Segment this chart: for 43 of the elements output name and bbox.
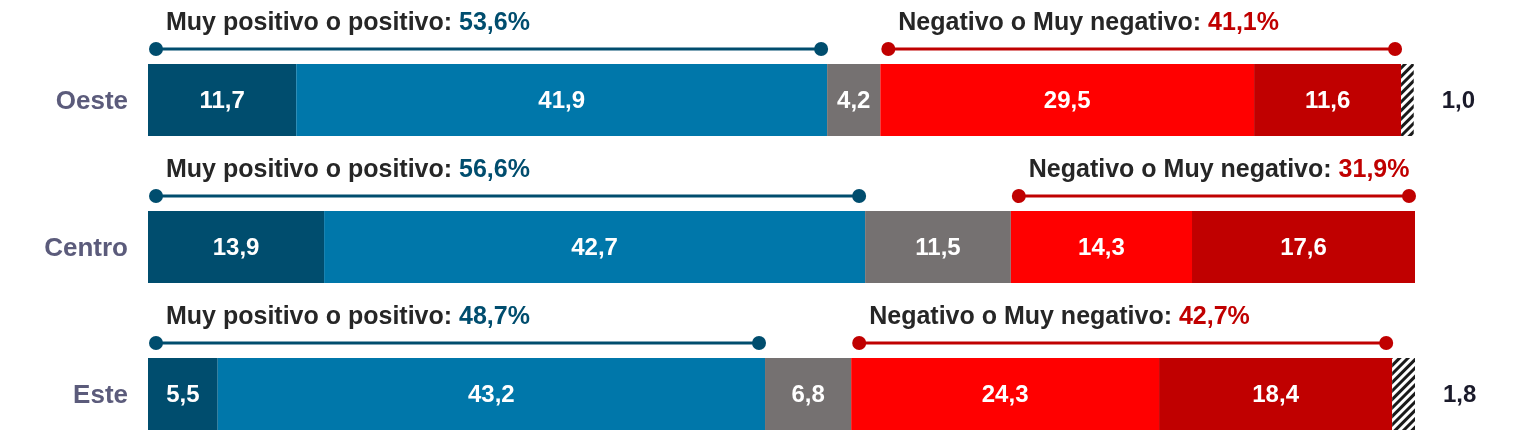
bar <box>865 211 1011 283</box>
bar <box>217 358 766 430</box>
bar <box>296 64 828 136</box>
y-tick-label: Centro <box>44 232 128 262</box>
bar <box>148 211 325 283</box>
data-label: 6,8 <box>791 380 825 407</box>
y-tick-label: Oeste <box>55 85 128 115</box>
bar <box>1392 358 1415 430</box>
data-label: 29,5 <box>1043 86 1091 113</box>
bar <box>851 358 1160 430</box>
bar <box>1159 358 1393 430</box>
annotation: Muy positivo o positivo: 56,6% <box>166 154 530 182</box>
data-label: 43,2 <box>468 380 515 407</box>
annotation: Negativo o Muy negativo: 41,1% <box>898 7 1279 35</box>
bar <box>1401 64 1414 136</box>
y-tick-label: Este <box>73 379 128 409</box>
bar <box>148 358 218 430</box>
data-label: 5,5 <box>166 380 200 407</box>
data-label: 1,8 <box>1443 380 1477 407</box>
data-label: 1,0 <box>1441 86 1476 113</box>
data-label: 11,5 <box>915 233 961 260</box>
bar <box>827 64 881 136</box>
bar <box>765 358 852 430</box>
bar <box>1192 211 1415 283</box>
data-label: 18,4 <box>1252 380 1300 407</box>
bar <box>1010 211 1193 283</box>
data-label: 13,9 <box>212 233 260 260</box>
annotation: Negativo o Muy negativo: 31,9% <box>1028 154 1410 182</box>
annotation: Muy positivo o positivo: 48,7% <box>166 301 530 329</box>
bar <box>880 64 1255 136</box>
bar <box>148 64 297 136</box>
data-label: 4,2 <box>837 86 871 113</box>
data-label: 24,3 <box>981 380 1029 407</box>
data-label: 11,7 <box>199 86 245 113</box>
bar <box>1254 64 1402 136</box>
data-label: 14,3 <box>1078 233 1125 260</box>
bar <box>324 211 866 283</box>
annotation: Muy positivo o positivo: 53,6% <box>166 7 530 35</box>
annotation: Negativo o Muy negativo: 42,7% <box>869 301 1250 329</box>
data-label: 17,6 <box>1280 233 1327 260</box>
data-label: 42,7 <box>571 233 618 260</box>
data-label: 41,9 <box>538 86 586 113</box>
data-label: 11,6 <box>1304 86 1351 113</box>
